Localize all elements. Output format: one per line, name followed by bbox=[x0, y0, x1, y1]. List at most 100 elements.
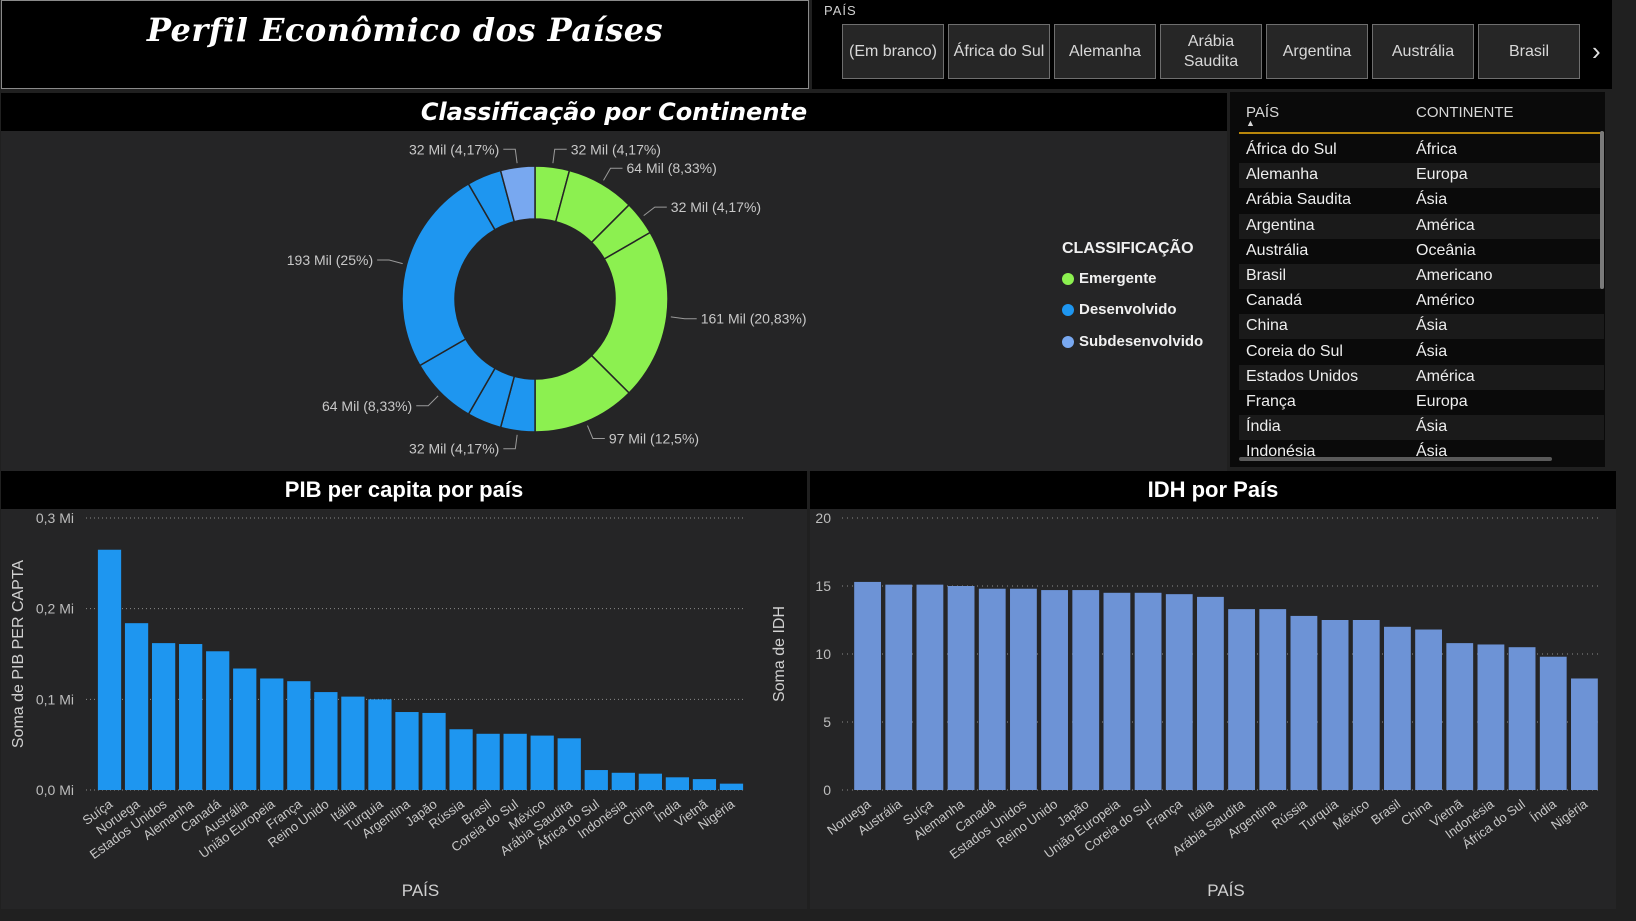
y-tick-label: 15 bbox=[815, 578, 831, 594]
bar[interactable] bbox=[1134, 592, 1162, 790]
bar[interactable] bbox=[1072, 590, 1100, 790]
title-panel: Perfil Econômico dos Países bbox=[1, 0, 809, 89]
bar[interactable] bbox=[1571, 678, 1598, 790]
bar[interactable] bbox=[368, 699, 392, 790]
bar[interactable] bbox=[422, 712, 446, 790]
donut-slice[interactable] bbox=[499, 165, 536, 223]
bar[interactable] bbox=[1010, 588, 1037, 790]
bar[interactable] bbox=[233, 668, 257, 790]
bar[interactable] bbox=[124, 623, 149, 790]
table-row[interactable]: Indonésia Ásia bbox=[1239, 440, 1604, 465]
bar[interactable] bbox=[978, 588, 1006, 790]
bar[interactable] bbox=[1197, 596, 1224, 790]
bar[interactable] bbox=[206, 651, 230, 790]
table-row[interactable]: Austrália Oceânia bbox=[1239, 239, 1604, 264]
legend-item-emergente[interactable]: Emergente bbox=[1062, 270, 1157, 287]
donut-section-title: Classificação por Continente bbox=[1, 93, 1227, 131]
leader-line bbox=[552, 148, 567, 164]
chevron-right-icon[interactable]: › bbox=[1592, 36, 1601, 66]
table-row[interactable]: África do Sul África bbox=[1239, 138, 1604, 163]
bar[interactable] bbox=[287, 681, 311, 790]
cell-pais: Índia bbox=[1246, 418, 1281, 436]
table-row[interactable]: Brasil Americano bbox=[1239, 264, 1604, 289]
bar[interactable] bbox=[260, 678, 284, 790]
bar[interactable] bbox=[449, 729, 473, 790]
bar[interactable] bbox=[1508, 647, 1536, 790]
bar[interactable] bbox=[1228, 609, 1255, 790]
sort-ascending-icon: ▲ bbox=[1246, 118, 1255, 128]
table-header: PAÍS ▲ CONTINENTE bbox=[1239, 96, 1604, 134]
leader-line bbox=[587, 425, 605, 439]
data-label: 97 Mil (12,5%) bbox=[609, 430, 699, 446]
column-header-continente[interactable]: CONTINENTE bbox=[1416, 104, 1514, 121]
column-header-pais[interactable]: PAÍS bbox=[1246, 104, 1280, 121]
slicer-button[interactable]: Arábia Saudita bbox=[1160, 24, 1262, 79]
bar[interactable] bbox=[1259, 609, 1287, 790]
table-row[interactable]: Arábia Saudita Ásia bbox=[1239, 188, 1604, 213]
x-tick-label: Nigéria bbox=[1548, 796, 1591, 833]
bar[interactable] bbox=[1415, 629, 1442, 790]
cell-continente: Ásia bbox=[1416, 418, 1448, 436]
bar[interactable] bbox=[1041, 590, 1068, 790]
bar[interactable] bbox=[885, 584, 913, 790]
bar[interactable] bbox=[1384, 626, 1411, 790]
bar[interactable] bbox=[692, 779, 717, 790]
slicer-button[interactable]: África do Sul bbox=[948, 24, 1050, 79]
legend-item-subdesenvolvido[interactable]: Subdesenvolvido bbox=[1062, 333, 1203, 350]
bar[interactable] bbox=[97, 549, 122, 790]
bar[interactable] bbox=[530, 735, 554, 790]
leader-line bbox=[643, 206, 667, 216]
cell-pais: Brasil bbox=[1246, 267, 1287, 284]
horizontal-scrollbar[interactable] bbox=[1239, 457, 1552, 461]
legend-item-desenvolvido[interactable]: Desenvolvido bbox=[1062, 301, 1177, 318]
country-slicer: PAÍS (Em branco) África do Sul Alemanha … bbox=[812, 0, 1612, 89]
bar[interactable] bbox=[1352, 620, 1380, 790]
bar[interactable] bbox=[611, 772, 635, 790]
table-row[interactable]: Canadá Américo bbox=[1239, 289, 1604, 314]
bar[interactable] bbox=[395, 712, 419, 790]
bar[interactable] bbox=[476, 733, 500, 790]
data-label: 32 Mil (4,17%) bbox=[671, 199, 761, 215]
bar[interactable] bbox=[1290, 615, 1318, 790]
bar[interactable] bbox=[916, 584, 944, 790]
table-row[interactable]: Estados Unidos América bbox=[1239, 364, 1604, 390]
bar[interactable] bbox=[1165, 594, 1193, 790]
table-row[interactable]: China Ásia bbox=[1239, 314, 1604, 340]
donut-slice[interactable] bbox=[401, 182, 496, 367]
slicer-button[interactable]: Austrália bbox=[1372, 24, 1474, 79]
idh-section-title: IDH por País bbox=[810, 471, 1616, 509]
bar[interactable] bbox=[1539, 656, 1567, 790]
bar[interactable] bbox=[151, 643, 176, 790]
bar[interactable] bbox=[638, 773, 662, 790]
bar[interactable] bbox=[584, 770, 608, 790]
data-label: 32 Mil (4,17%) bbox=[571, 141, 661, 157]
vertical-scrollbar[interactable] bbox=[1600, 131, 1604, 289]
table-row[interactable]: França Europa bbox=[1239, 390, 1604, 415]
bar[interactable] bbox=[314, 692, 338, 790]
bar[interactable] bbox=[1446, 643, 1474, 790]
table-row[interactable]: Coreia do Sul Ásia bbox=[1239, 340, 1604, 365]
bar[interactable] bbox=[503, 733, 527, 790]
cell-pais: África do Sul bbox=[1246, 141, 1337, 158]
slicer-button[interactable]: Argentina bbox=[1266, 24, 1368, 79]
slicer-button[interactable]: (Em branco) bbox=[842, 24, 944, 79]
bar[interactable] bbox=[719, 783, 744, 790]
bar[interactable] bbox=[557, 738, 581, 790]
bar[interactable] bbox=[1477, 644, 1505, 790]
bar[interactable] bbox=[1103, 592, 1131, 790]
bar[interactable] bbox=[341, 696, 365, 790]
bar[interactable] bbox=[854, 581, 881, 790]
table-row[interactable]: Argentina América bbox=[1239, 213, 1604, 239]
table-row[interactable]: Alemanha Europa bbox=[1239, 163, 1604, 189]
bar[interactable] bbox=[665, 777, 690, 790]
data-label: 64 Mil (8,33%) bbox=[627, 160, 717, 176]
x-tick-label: Brasil bbox=[1368, 796, 1403, 827]
slicer-button[interactable]: Brasil bbox=[1478, 24, 1580, 79]
bar[interactable] bbox=[179, 644, 203, 790]
cell-continente: Américo bbox=[1416, 292, 1475, 310]
slicer-button[interactable]: Alemanha bbox=[1054, 24, 1156, 79]
bar[interactable] bbox=[1321, 620, 1349, 790]
bar[interactable] bbox=[947, 586, 975, 790]
table-row[interactable]: Índia Ásia bbox=[1239, 415, 1604, 441]
